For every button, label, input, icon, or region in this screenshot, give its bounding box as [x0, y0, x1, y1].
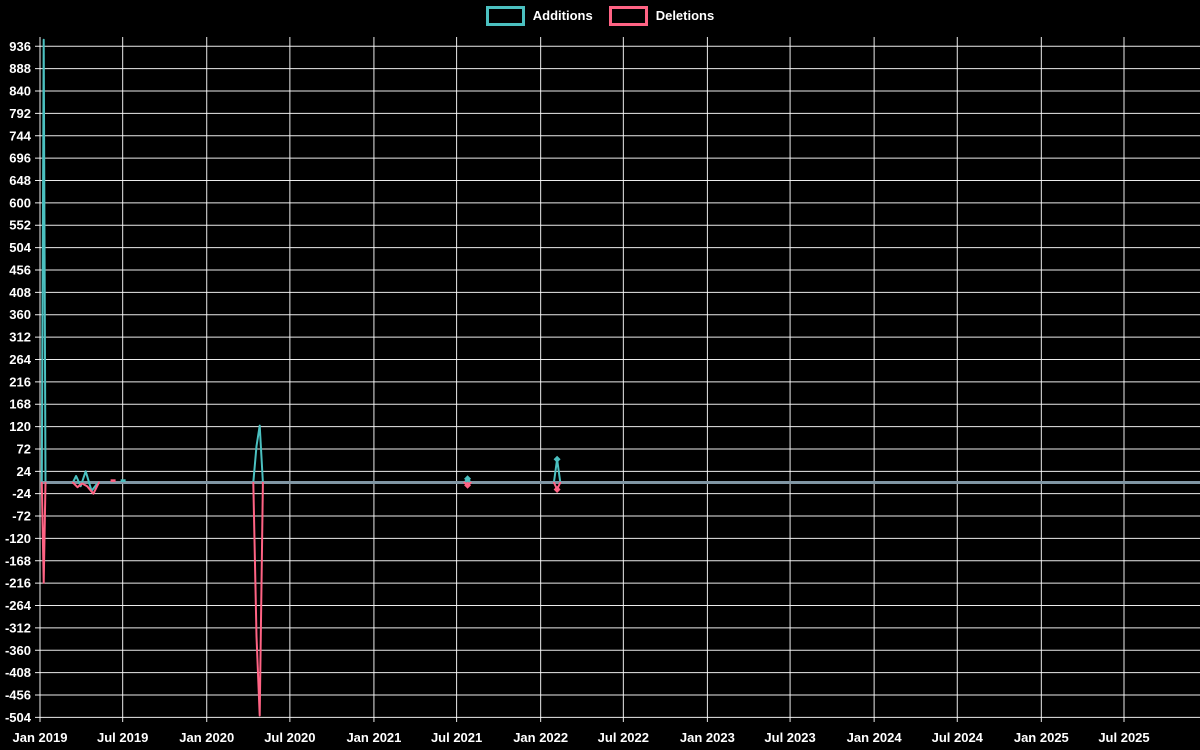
y-tick-label: 648	[9, 173, 31, 188]
y-tick-label: -120	[5, 531, 31, 546]
x-tick-label: Jan 2019	[13, 730, 68, 745]
y-tick-label: 408	[9, 285, 31, 300]
y-tick-label: -312	[5, 620, 31, 635]
y-tick-label: 888	[9, 61, 31, 76]
y-tick-label: -24	[12, 486, 32, 501]
y-tick-label: 936	[9, 39, 31, 54]
x-tick-label: Jul 2021	[431, 730, 482, 745]
x-tick-label: Jan 2024	[847, 730, 903, 745]
y-tick-label: 216	[9, 374, 31, 389]
y-tick-label: -360	[5, 643, 31, 658]
y-tick-label: 504	[9, 240, 31, 255]
y-tick-label: 600	[9, 195, 31, 210]
y-tick-label: 72	[17, 441, 31, 456]
y-tick-label: 696	[9, 151, 31, 166]
x-tick-label: Jul 2023	[764, 730, 815, 745]
additions-line	[71, 470, 99, 492]
y-tick-label: 840	[9, 84, 31, 99]
x-tick-label: Jul 2025	[1098, 730, 1149, 745]
deletions-point-marker	[553, 485, 561, 493]
chart-legend: Additions Deletions	[0, 6, 1200, 26]
x-tick-label: Jul 2024	[932, 730, 984, 745]
y-tick-label: 456	[9, 262, 31, 277]
additions-point-marker	[553, 455, 561, 463]
y-tick-label: 120	[9, 419, 31, 434]
x-tick-label: Jan 2025	[1014, 730, 1069, 745]
deletions-line	[71, 481, 100, 495]
x-tick-label: Jan 2022	[513, 730, 568, 745]
legend-label-deletions: Deletions	[655, 8, 715, 23]
additions-line	[40, 38, 47, 484]
additions-line	[252, 424, 264, 484]
deletions-swatch-icon	[608, 6, 648, 26]
y-tick-label: 792	[9, 106, 31, 121]
x-tick-label: Jul 2022	[598, 730, 649, 745]
legend-item-additions[interactable]: Additions	[485, 6, 593, 26]
deletions-line	[40, 481, 47, 584]
y-tick-label: -504	[5, 710, 32, 725]
x-tick-label: Jan 2021	[346, 730, 401, 745]
y-tick-label: 168	[9, 397, 31, 412]
x-tick-label: Jul 2019	[97, 730, 148, 745]
y-tick-label: -456	[5, 688, 31, 703]
additions-zero-marker	[120, 479, 126, 482]
y-tick-label: -72	[12, 509, 31, 524]
y-tick-label: 312	[9, 330, 31, 345]
deletions-point-marker	[464, 481, 472, 489]
y-tick-label: -408	[5, 665, 31, 680]
deletions-line	[252, 481, 264, 717]
x-tick-label: Jan 2023	[680, 730, 735, 745]
legend-item-deletions[interactable]: Deletions	[608, 6, 715, 26]
additions-swatch-icon	[485, 6, 525, 26]
y-tick-label: 360	[9, 307, 31, 322]
deletions-zero-marker	[110, 479, 116, 482]
y-tick-label: -264	[5, 598, 32, 613]
y-tick-label: 24	[17, 464, 32, 479]
x-tick-label: Jul 2020	[264, 730, 315, 745]
y-tick-label: -168	[5, 553, 31, 568]
y-tick-label: 264	[9, 352, 31, 367]
x-tick-label: Jan 2020	[179, 730, 234, 745]
y-tick-label: 744	[9, 128, 31, 143]
y-tick-label: 552	[9, 218, 31, 233]
additions-point-marker	[464, 475, 472, 483]
legend-label-additions: Additions	[532, 8, 593, 23]
y-tick-label: -216	[5, 576, 31, 591]
